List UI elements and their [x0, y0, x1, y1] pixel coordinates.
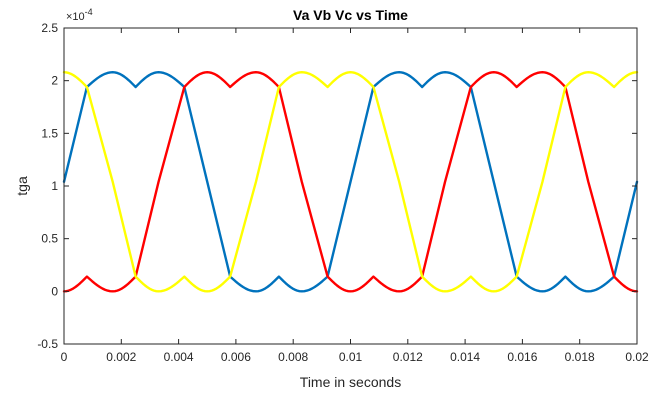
x-axis-label: Time in seconds: [300, 374, 401, 390]
y-tick-label: 0: [51, 284, 58, 298]
series-line-2: [62, 71, 639, 293]
x-tick-label: 0.006: [221, 350, 251, 364]
x-tick-label: 0.012: [393, 350, 423, 364]
y-exponent-base: ×10: [66, 11, 85, 23]
y-exponent-power: -4: [85, 7, 93, 17]
y-tick-label: 2.5: [41, 21, 58, 35]
y-tick-label: -0.5: [37, 337, 58, 351]
y-tick-label: 2: [51, 74, 58, 88]
y-exponent-label: ×10-4: [66, 7, 93, 23]
series-line-1: [62, 71, 639, 293]
y-tick-label: 1: [51, 179, 58, 193]
y-axis-label: tga: [14, 176, 30, 196]
x-tick-label: 0.016: [507, 350, 537, 364]
chart-title: Va Vb Vc vs Time: [293, 7, 408, 23]
x-tick-label: 0.002: [106, 350, 136, 364]
ticks-layer: 0 0.002 0.004 0.006 0.008 0.01 0.012 0.014 0.016…: [37, 21, 649, 364]
x-tick-label: 0.008: [278, 350, 308, 364]
series-layer: [62, 71, 639, 293]
x-tick-label: 0.02: [625, 350, 649, 364]
x-tick-label: 0.01: [339, 350, 363, 364]
y-tick-label: 1.5: [41, 126, 58, 140]
x-tick-label: 0.004: [164, 350, 194, 364]
x-tick-label: 0.014: [450, 350, 480, 364]
x-tick-label: 0.018: [565, 350, 595, 364]
y-tick-label: 0.5: [41, 232, 58, 246]
series-line-3: [62, 71, 639, 293]
x-tick-label: 0: [61, 350, 68, 364]
